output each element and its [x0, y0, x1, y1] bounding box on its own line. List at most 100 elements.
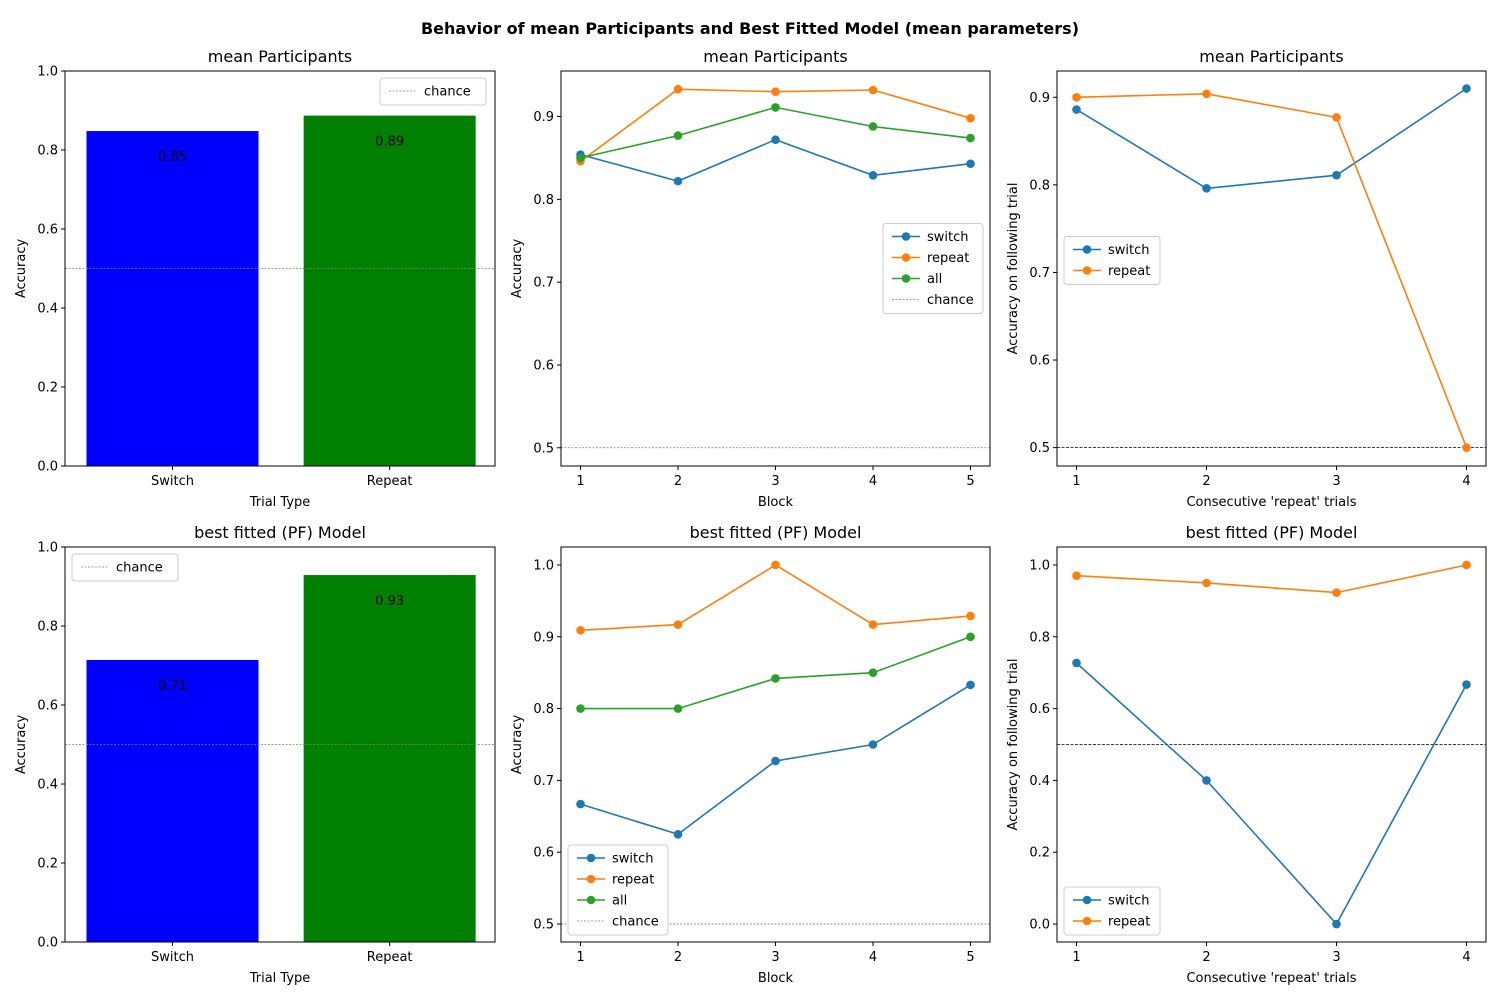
point-all	[771, 674, 780, 683]
legend-marker-all	[586, 895, 596, 905]
axes-frame	[560, 546, 991, 943]
x-axis-label: Consecutive 'repeat' trials	[1186, 971, 1356, 986]
x-tick-label: Repeat	[367, 950, 413, 965]
x-tick-label: 3	[1332, 950, 1340, 965]
bar-value-label: 0.89	[375, 135, 404, 150]
x-tick-label: 5	[966, 474, 974, 489]
point-repeat	[1332, 588, 1341, 597]
legend-label-switch: switch	[927, 230, 969, 245]
y-tick-label: 0.5	[533, 918, 554, 933]
x-tick-label: Switch	[151, 474, 194, 489]
point-switch	[1202, 776, 1211, 785]
point-switch	[1462, 680, 1471, 689]
y-tick-label: 0.6	[37, 223, 58, 238]
legend-label-switch: switch	[1108, 894, 1150, 909]
point-switch	[673, 176, 683, 186]
legend-marker-repeat	[1082, 916, 1092, 926]
point-switch	[673, 829, 683, 839]
series-line-switch	[1076, 87, 1467, 190]
legend-marker-repeat	[1082, 266, 1092, 275]
legend-label-chance: chance	[424, 85, 471, 100]
point-repeat	[673, 620, 683, 629]
x-tick-label: 1	[576, 950, 584, 965]
bar-switch	[86, 659, 259, 942]
y-tick-label: 0.6	[37, 699, 58, 714]
axes-title: best fitted (PF) Model	[194, 523, 366, 542]
y-axis-label: Accuracy	[14, 715, 29, 775]
y-tick-label: 0.4	[37, 302, 58, 317]
point-repeat	[868, 620, 878, 629]
y-tick-label: 1.0	[37, 541, 58, 556]
axes-title: mean Participants	[208, 47, 352, 66]
x-tick-label: 3	[1332, 474, 1340, 489]
x-tick-label: 4	[869, 474, 877, 489]
y-tick-label: 0.8	[533, 193, 554, 208]
point-switch	[771, 756, 780, 766]
x-tick-label: Repeat	[367, 474, 413, 489]
point-switch	[868, 740, 878, 749]
point-switch	[576, 799, 585, 809]
bar-value-label: 0.71	[158, 679, 187, 694]
x-axis-label: Consecutive 'repeat' trials	[1186, 495, 1356, 510]
legend-marker-switch	[1082, 245, 1092, 254]
point-all	[576, 153, 585, 163]
y-tick-label: 1.0	[533, 558, 554, 573]
x-tick-label: 4	[1462, 950, 1470, 965]
point-all	[673, 131, 683, 140]
point-all	[673, 704, 683, 713]
x-axis-label: Trial Type	[249, 495, 311, 510]
point-switch	[1202, 184, 1211, 193]
legend: switch repeat all chance	[567, 844, 669, 936]
y-tick-label: 0.5	[533, 441, 554, 456]
legend-label-all: all	[927, 272, 942, 287]
x-tick-label: 3	[771, 474, 779, 489]
point-all	[966, 632, 975, 642]
legend-label-repeat: repeat	[927, 251, 969, 266]
legend-label-switch: switch	[1108, 243, 1150, 258]
y-tick-label: 0.6	[533, 358, 554, 373]
series-line-switch	[1075, 662, 1468, 926]
point-repeat	[1072, 92, 1081, 102]
panel-m_consec: best fitted (PF) Model 1 2 3 4 0.0 0.2 0.4 0.6 0.…	[1006, 523, 1487, 986]
point-all	[868, 122, 878, 131]
panel-p_consec: mean Participants 1 2 3 4 0.5 0.6 0.7 0.8 0.9 Cons…	[1006, 47, 1487, 510]
axes-title: best fitted (PF) Model	[1186, 523, 1358, 542]
point-switch	[1072, 658, 1081, 668]
legend-marker-switch	[901, 232, 911, 241]
point-switch	[1462, 84, 1471, 93]
legend-label-all: all	[612, 894, 627, 909]
y-tick-label: 0.8	[37, 144, 58, 159]
y-tick-label: 0.8	[533, 702, 554, 717]
point-repeat	[1202, 89, 1211, 99]
axes-title: mean Participants	[703, 47, 847, 66]
point-repeat	[673, 84, 683, 94]
figure-suptitle: Behavior of mean Participants and Best F…	[421, 19, 1079, 38]
y-tick-label: 0.7	[533, 276, 554, 291]
point-switch	[868, 171, 878, 180]
x-axis-label: Trial Type	[249, 971, 311, 986]
y-axis-label: Accuracy on following trial	[1006, 182, 1021, 354]
y-tick-label: 0.9	[533, 110, 554, 125]
x-tick-label: 2	[674, 950, 682, 965]
bar-repeat	[303, 115, 476, 466]
legend-label-chance: chance	[927, 293, 974, 308]
point-all	[868, 668, 878, 677]
x-tick-label: 1	[1072, 474, 1080, 489]
y-tick-label: 0.4	[37, 778, 58, 793]
panel-p_bar: mean Participants 0.85 Switch 0.89 Repeat 0.0…	[14, 47, 496, 510]
panel-p_block: mean Participants 1 2 3 4 5 0.5 0.6 0.7 0.8 0.9 Blo…	[510, 47, 991, 510]
y-tick-label: 0.6	[1029, 702, 1050, 717]
legend: switch repeat	[1063, 886, 1161, 936]
y-axis-label: Accuracy	[510, 715, 525, 775]
y-tick-label: 1.0	[37, 65, 58, 80]
y-tick-label: 0.4	[1029, 774, 1050, 789]
x-tick-label: Switch	[151, 950, 194, 965]
series-line-repeat	[1076, 92, 1468, 448]
y-tick-label: 0.8	[1029, 630, 1050, 645]
point-switch	[966, 159, 975, 169]
bar-repeat	[303, 575, 476, 942]
point-switch	[771, 135, 780, 145]
point-repeat	[1462, 443, 1471, 452]
legend-label-switch: switch	[612, 852, 654, 867]
legend-label-chance: chance	[612, 915, 659, 930]
